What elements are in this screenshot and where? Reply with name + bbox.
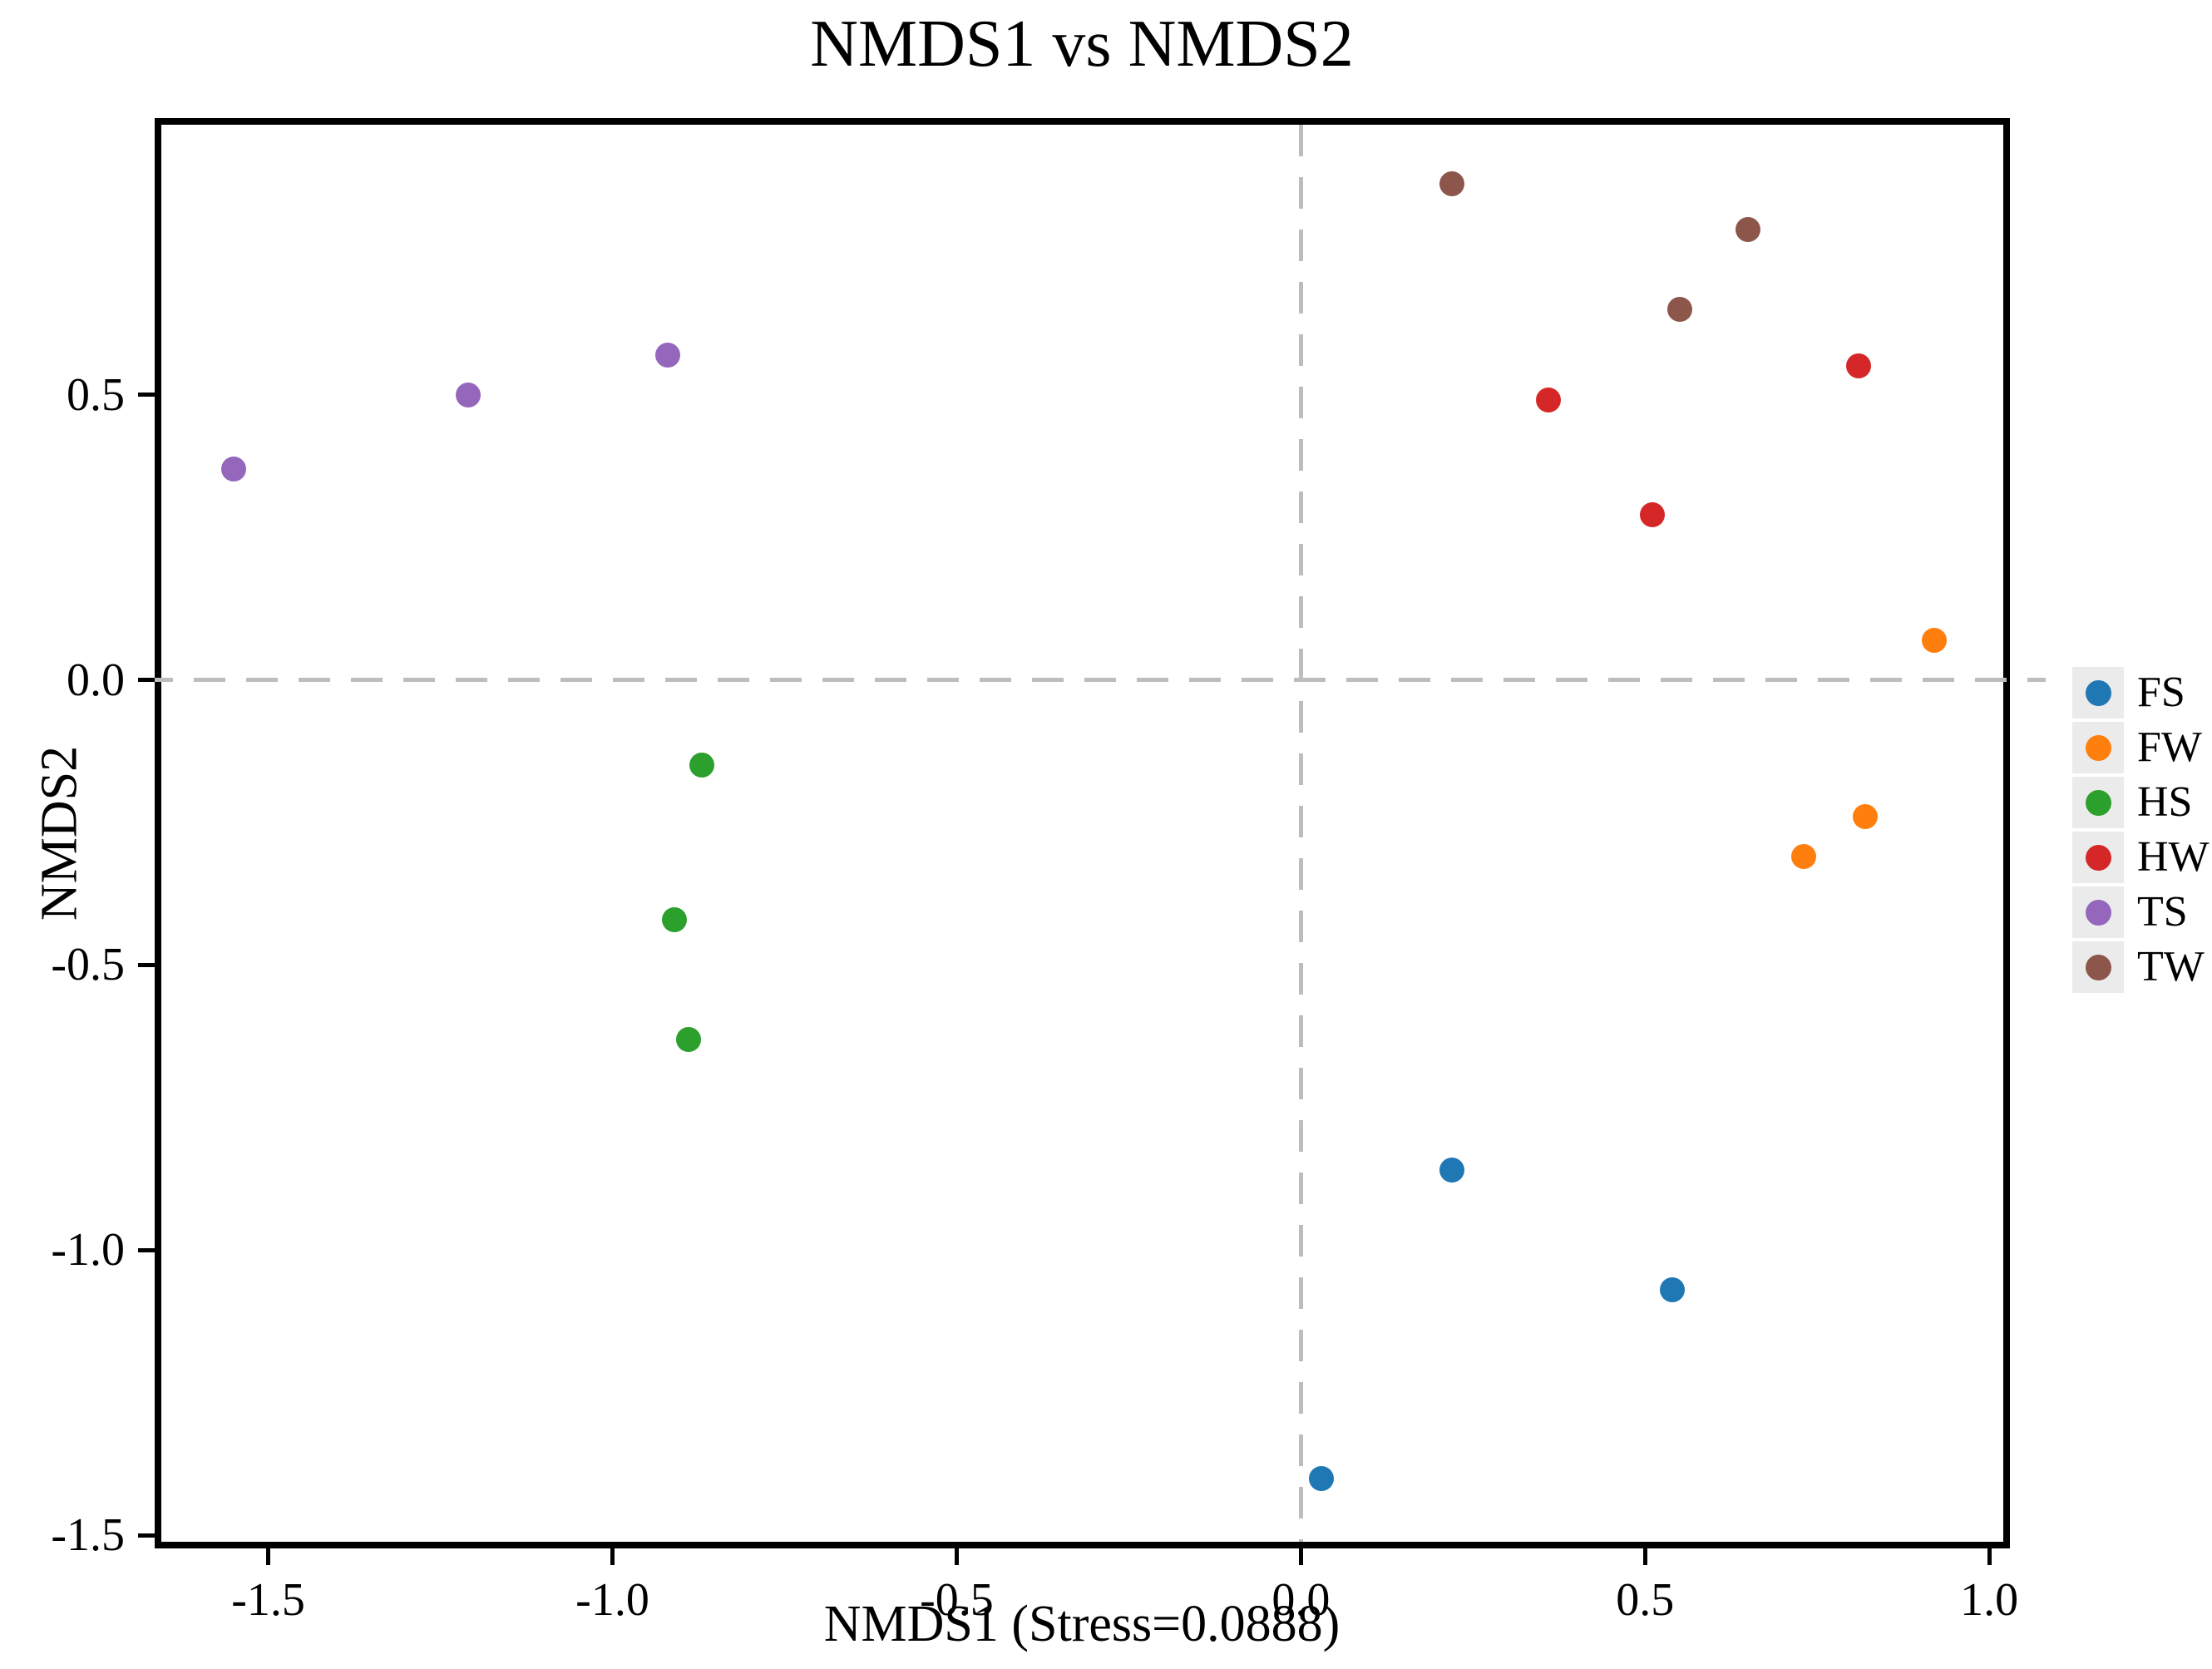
legend-label: TS — [2137, 888, 2188, 936]
legend-label: HW — [2137, 833, 2210, 881]
data-point-hs[interactable] — [689, 753, 715, 778]
data-point-fs[interactable] — [1309, 1465, 1335, 1491]
x-tick-label: 0.5 — [1616, 1574, 1675, 1626]
data-point-ts[interactable] — [654, 342, 680, 368]
legend-key-background — [2072, 832, 2124, 883]
y-tick-label: 0.5 — [67, 368, 125, 421]
legend-label: TW — [2137, 943, 2205, 990]
y-tick-mark — [138, 678, 155, 683]
x-tick-label: 0.0 — [1271, 1574, 1331, 1626]
legend-label: HS — [2137, 778, 2193, 826]
legend-marker-icon — [2085, 679, 2111, 706]
legend-item-hs[interactable]: HS — [2072, 775, 2210, 830]
data-point-tw[interactable] — [1666, 296, 1692, 322]
x-tick-mark — [610, 1548, 615, 1565]
data-point-fw[interactable] — [1921, 627, 1947, 653]
data-point-ts[interactable] — [221, 456, 247, 481]
data-point-hw[interactable] — [1639, 501, 1665, 527]
legend-marker-icon — [2085, 789, 2111, 816]
legend-item-fw[interactable]: FW — [2072, 720, 2210, 775]
data-point-fw[interactable] — [1853, 804, 1879, 830]
legend-marker-icon — [2085, 734, 2111, 761]
x-tick-mark — [266, 1548, 271, 1565]
plot-area — [155, 118, 2010, 1548]
data-point-fs[interactable] — [1439, 1158, 1465, 1183]
data-point-fs[interactable] — [1660, 1277, 1686, 1303]
y-tick-mark — [138, 1247, 155, 1252]
y-tick-mark — [138, 962, 155, 967]
data-point-hw[interactable] — [1536, 388, 1562, 413]
x-tick-mark — [1642, 1548, 1647, 1565]
legend-key-background — [2072, 667, 2124, 718]
legend-label: FW — [2137, 723, 2202, 771]
legend-item-ts[interactable]: TS — [2072, 885, 2210, 940]
legend-key-background — [2072, 777, 2124, 828]
data-point-fw[interactable] — [1790, 844, 1816, 870]
legend-label: FS — [2137, 669, 2185, 716]
legend-item-hw[interactable]: HW — [2072, 830, 2210, 885]
x-tick-mark — [1298, 1548, 1303, 1565]
legend: FS FW HS HW TS TW — [2072, 665, 2210, 995]
chart-title: NMDS1 vs NMDS2 — [810, 7, 1354, 81]
y-zero-dashed-line — [141, 678, 2046, 683]
y-tick-mark — [138, 393, 155, 397]
legend-key-background — [2072, 941, 2124, 993]
data-point-tw[interactable] — [1439, 170, 1465, 196]
y-tick-label: 0.0 — [67, 654, 125, 706]
data-point-tw[interactable] — [1736, 216, 1761, 242]
y-tick-label: -0.5 — [51, 939, 125, 991]
data-point-hw[interactable] — [1845, 353, 1871, 379]
legend-key-background — [2072, 886, 2124, 938]
x-tick-label: -1.0 — [575, 1574, 649, 1626]
y-tick-label: -1.5 — [51, 1509, 125, 1562]
legend-key-background — [2072, 722, 2124, 773]
legend-item-tw[interactable]: TW — [2072, 940, 2210, 995]
x-tick-mark — [954, 1548, 959, 1565]
x-tick-mark — [1987, 1548, 1992, 1565]
y-axis-label: NMDS2 — [31, 745, 88, 921]
legend-marker-icon — [2085, 954, 2111, 980]
legend-marker-icon — [2085, 844, 2111, 871]
y-tick-label: -1.0 — [51, 1224, 125, 1276]
y-tick-mark — [138, 1533, 155, 1538]
data-point-hs[interactable] — [675, 1026, 701, 1052]
x-zero-dashed-line — [1298, 125, 1303, 1542]
x-tick-label: 1.0 — [1960, 1574, 2019, 1626]
x-tick-label: -1.5 — [231, 1574, 305, 1626]
data-point-hs[interactable] — [662, 906, 687, 932]
legend-marker-icon — [2085, 899, 2111, 926]
x-tick-label: -0.5 — [920, 1574, 994, 1626]
x-axis-label: NMDS1 (Stress=0.0888) — [823, 1596, 1341, 1652]
data-point-ts[interactable] — [455, 382, 481, 407]
legend-item-fs[interactable]: FS — [2072, 665, 2210, 720]
